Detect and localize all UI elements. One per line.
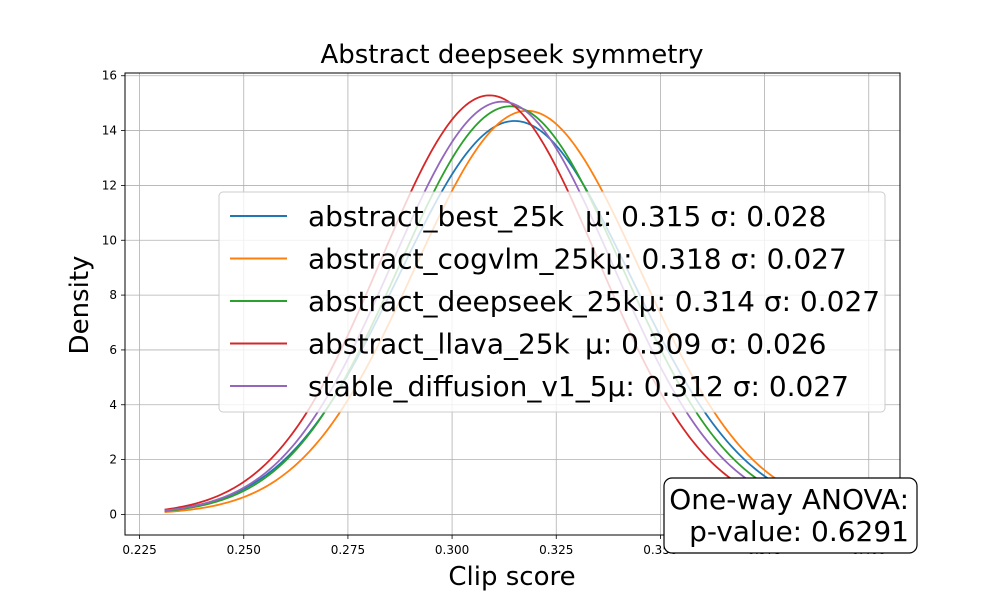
legend-series-name: abstract_deepseek_25k	[308, 285, 639, 318]
anova-title: One-way ANOVA:	[669, 483, 909, 516]
curves	[164, 94, 861, 515]
y-tick-label: 6	[109, 343, 117, 357]
legend-entry: abstract_cogvlm_25k μ: 0.318 σ: 0.027	[230, 243, 847, 276]
legend-series-name: abstract_cogvlm_25k	[308, 243, 606, 276]
x-tick-label: 0.325	[539, 543, 573, 557]
y-tick-label: 2	[109, 453, 117, 467]
legend-series-stats: μ: 0.312 σ: 0.027	[608, 370, 849, 403]
series-line-abstract-cogvlm-25k	[164, 109, 861, 513]
legend-series-name: stable_diffusion_v1_5	[308, 370, 608, 403]
legend-series-name: abstract_llava_25k	[308, 328, 571, 361]
legend-box	[218, 191, 886, 413]
legend-series-stats: μ: 0.314 σ: 0.027	[639, 285, 880, 318]
plot-frame	[124, 72, 901, 536]
legend-series-stats: μ: 0.309 σ: 0.026	[585, 328, 826, 361]
series-line-abstract-deepseek-25k	[164, 105, 861, 513]
legend-series-stats: μ: 0.318 σ: 0.027	[605, 243, 846, 276]
x-tick-label: 0.250	[227, 543, 261, 557]
anova-p-value: p-value: 0.6291	[689, 515, 909, 548]
y-tick-label: 16	[102, 69, 117, 83]
anova-annotation: One-way ANOVA: p-value: 0.6291	[663, 477, 918, 554]
y-tick-label: 14	[102, 124, 117, 138]
y-tick-label: 4	[109, 398, 117, 412]
x-tick-label: 0.275	[331, 543, 365, 557]
x-axis-label: Clip score	[448, 562, 575, 592]
y-tick-label: 8	[109, 288, 117, 302]
anova-box	[663, 477, 918, 554]
legend-entry: abstract_best_25k μ: 0.315 σ: 0.028	[230, 200, 826, 233]
series-line-abstract-best-25k	[164, 120, 861, 512]
series-line-stable-diffusion-v1-5	[164, 100, 861, 514]
y-axis-label: Density	[65, 256, 95, 355]
legend-series-stats: μ: 0.315 σ: 0.028	[585, 200, 826, 233]
legend-series-name: abstract_best_25k	[308, 200, 565, 233]
legend-entry: stable_diffusion_v1_5 μ: 0.312 σ: 0.027	[230, 370, 849, 403]
x-tick-label: 0.225	[122, 543, 156, 557]
legend-entry: abstract_llava_25k μ: 0.309 σ: 0.026	[230, 328, 826, 361]
chart-title: Abstract deepseek symmetry	[320, 40, 703, 70]
y-tick-label: 12	[102, 178, 117, 192]
y-tick-label: 0	[109, 507, 117, 521]
legend-entry: abstract_deepseek_25k μ: 0.314 σ: 0.027	[230, 285, 880, 318]
legend: abstract_best_25k μ: 0.315 σ: 0.028abstra…	[218, 191, 886, 413]
x-tick-label: 0.300	[435, 543, 469, 557]
y-tick-label: 10	[102, 233, 117, 247]
